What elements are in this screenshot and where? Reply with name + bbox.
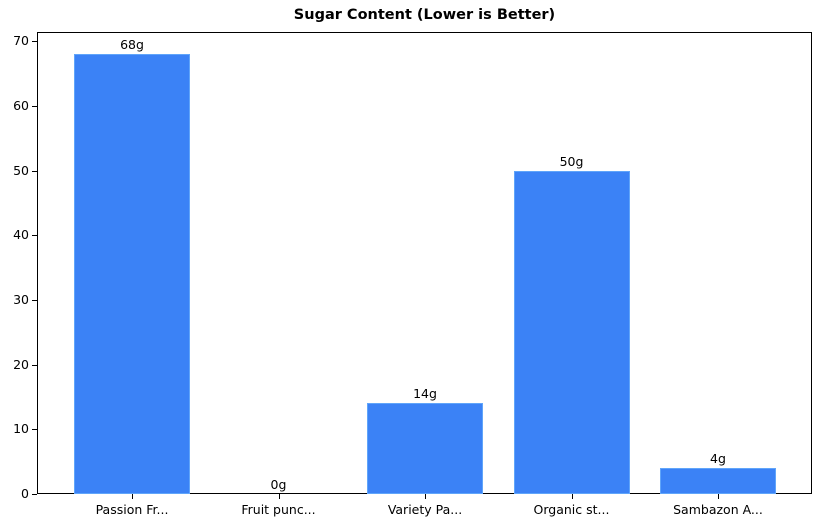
x-tick-label: Sambazon A... bbox=[673, 502, 763, 517]
y-tick-label: 50 bbox=[13, 162, 29, 178]
x-tick bbox=[718, 494, 719, 499]
bar-value-label: 68g bbox=[120, 37, 144, 53]
y-tick bbox=[32, 171, 37, 172]
x-tick-label: Fruit punc... bbox=[241, 502, 316, 517]
y-tick bbox=[32, 429, 37, 430]
y-tick-label: 0 bbox=[21, 486, 29, 501]
y-tick-label: 30 bbox=[13, 291, 29, 307]
y-tick bbox=[32, 106, 37, 107]
bar bbox=[660, 468, 776, 494]
chart-title: Sugar Content (Lower is Better) bbox=[293, 7, 556, 23]
x-tick bbox=[572, 494, 573, 499]
y-tick-label: 10 bbox=[13, 421, 29, 437]
bar bbox=[513, 170, 630, 494]
bar bbox=[367, 403, 483, 494]
y-tick bbox=[32, 235, 37, 236]
y-tick bbox=[32, 41, 37, 42]
bar-value-label: 50g bbox=[559, 153, 584, 169]
x-tick bbox=[132, 494, 133, 499]
x-tick-label: Variety Pa... bbox=[387, 502, 463, 517]
x-tick-label: Passion Fr... bbox=[95, 502, 169, 517]
x-tick bbox=[425, 494, 426, 499]
y-tick bbox=[32, 300, 37, 301]
y-tick-label: 20 bbox=[13, 356, 29, 372]
bar-value-label: 14g bbox=[413, 386, 437, 402]
y-tick-label: 70 bbox=[13, 33, 29, 49]
y-tick-label: 60 bbox=[13, 97, 29, 113]
bar-value-label: 4g bbox=[710, 451, 726, 467]
x-tick-label: Organic st... bbox=[533, 502, 610, 517]
bar-value-label: 0g bbox=[270, 477, 287, 492]
y-tick bbox=[32, 494, 37, 495]
y-tick-label: 40 bbox=[13, 227, 29, 243]
x-tick bbox=[279, 494, 280, 499]
y-tick bbox=[32, 365, 37, 366]
bar bbox=[74, 54, 190, 494]
